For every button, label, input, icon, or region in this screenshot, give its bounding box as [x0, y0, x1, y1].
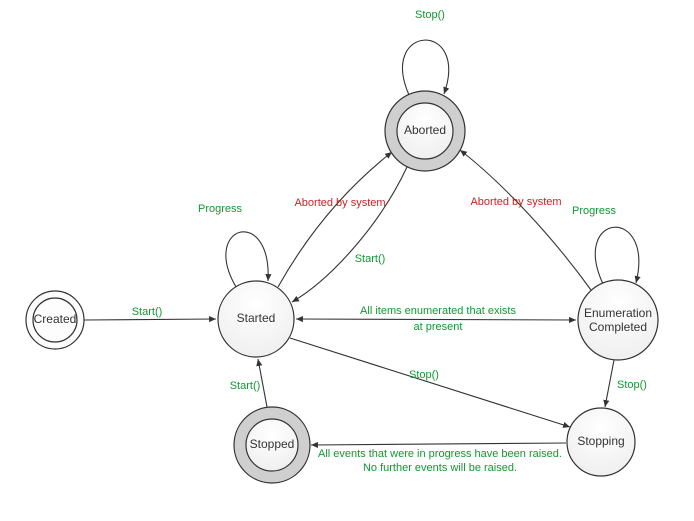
state-node-stopping: Stopping [567, 408, 635, 476]
state-node-aborted: Aborted [385, 91, 465, 171]
svg-text:Stopping: Stopping [577, 434, 624, 448]
state-node-enumeration-completed: Enumeration Completed [578, 280, 658, 360]
edge-enum-self [595, 227, 638, 284]
edge-label-started-enum-2: at present [414, 321, 463, 333]
edge-created-started [84, 319, 216, 320]
edge-aborted-started [292, 167, 407, 302]
state-node-stopped: Stopped [234, 407, 310, 483]
edge-label-started-self: Progress [198, 203, 243, 215]
edge-label-created-started: Start() [132, 306, 163, 318]
edge-started-aborted [278, 152, 392, 287]
svg-text:Completed: Completed [589, 320, 647, 334]
svg-text:Created: Created [34, 312, 77, 326]
edge-label-started-enum-1: All items enumerated that exists [360, 305, 516, 317]
edge-label-started-aborted: Aborted by system [294, 197, 385, 209]
edge-label-stopping-stopped-2: No further events will be raised. [363, 462, 517, 474]
state-node-started: Started [218, 281, 294, 357]
edge-label-started-stopping: Stop() [409, 369, 439, 381]
edge-started-self [226, 232, 268, 287]
edge-label-aborted-self: Stop() [415, 9, 445, 21]
state-node-created: Created [26, 291, 84, 349]
edge-label-enum-stopping: Stop() [617, 379, 647, 391]
edge-label-enum-self: Progress [572, 205, 617, 217]
edge-label-aborted-started: Start() [355, 253, 386, 265]
svg-text:Started: Started [237, 311, 276, 325]
state-diagram: Start() Progress Progress Stop() All ite… [0, 0, 694, 521]
edge-started-stopping [290, 338, 570, 427]
edge-started-enum [296, 319, 576, 320]
edge-label-stopped-started: Start() [230, 380, 261, 392]
edge-label-enum-aborted: Aborted by system [470, 196, 561, 208]
svg-text:Aborted: Aborted [404, 123, 446, 137]
edge-aborted-self [403, 40, 449, 95]
edge-stopping-stopped [311, 443, 566, 445]
svg-text:Stopped: Stopped [250, 437, 295, 451]
edge-label-stopping-stopped-1: All events that were in progress have be… [318, 448, 562, 460]
edge-enum-stopping [605, 360, 614, 407]
svg-text:Enumeration: Enumeration [584, 306, 652, 320]
edge-enum-aborted [460, 150, 591, 290]
